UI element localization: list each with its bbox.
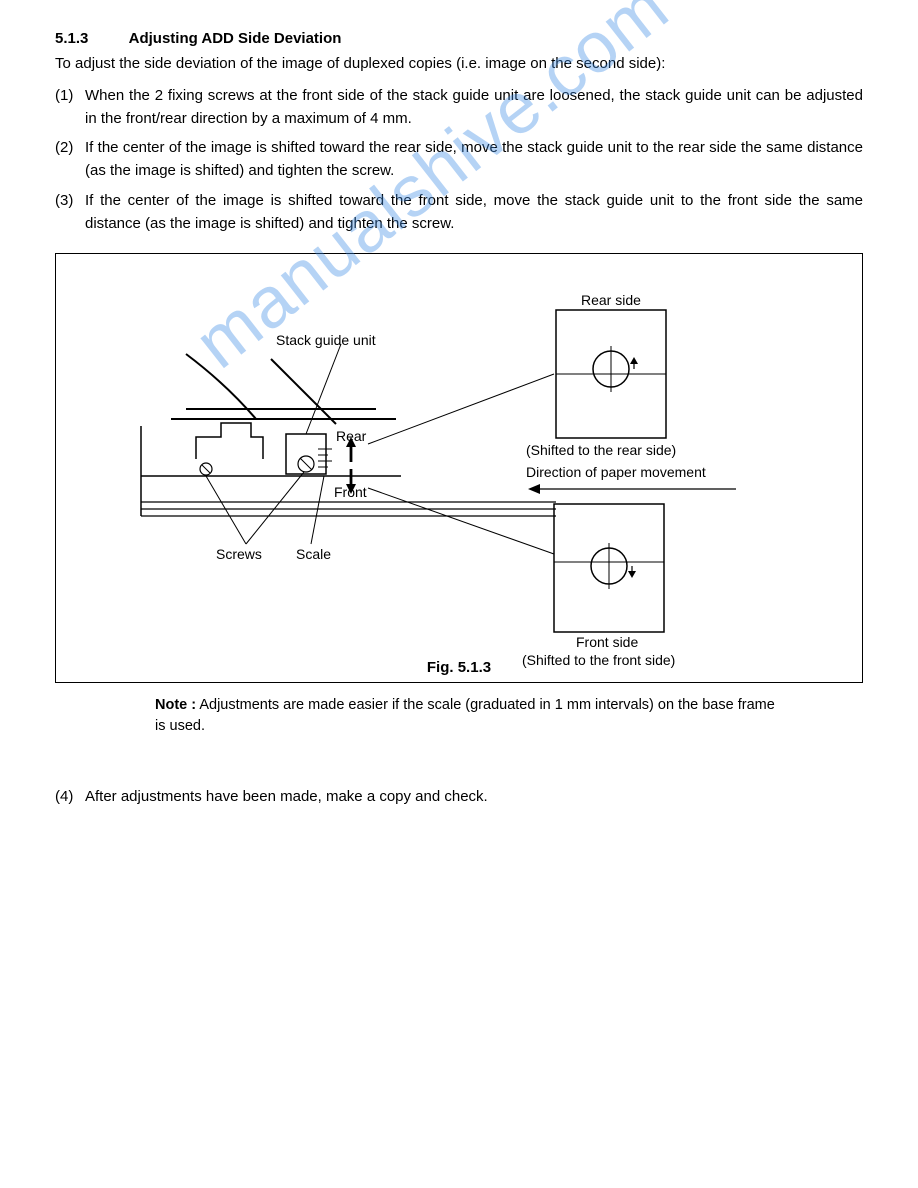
note-label: Note : — [155, 697, 196, 713]
label-scale: Scale — [296, 546, 331, 562]
list-num: (3) — [55, 189, 85, 236]
label-direction: Direction of paper movement — [526, 464, 706, 480]
note-block: Note : Adjustments are made easier if th… — [155, 695, 775, 737]
label-rear: Rear — [336, 428, 366, 444]
label-screws: Screws — [216, 546, 262, 562]
list-item-3: (3) If the center of the image is shifte… — [55, 189, 863, 236]
intro-text: To adjust the side deviation of the imag… — [55, 53, 863, 76]
list-text: After adjustments have been made, make a… — [85, 785, 863, 808]
note-text: Adjustments are made easier if the scale… — [155, 697, 775, 734]
section-title: Adjusting ADD Side Deviation — [129, 30, 342, 47]
list-item-1: (1) When the 2 fixing screws at the fron… — [55, 84, 863, 131]
figure-caption: Fig. 5.1.3 — [56, 659, 862, 676]
list-num: (1) — [55, 84, 85, 131]
section-heading: 5.1.3 Adjusting ADD Side Deviation — [55, 30, 863, 47]
list-text: If the center of the image is shifted to… — [85, 136, 863, 183]
label-front: Front — [334, 484, 367, 500]
label-rear-shifted: (Shifted to the rear side) — [526, 442, 676, 458]
list-text: When the 2 fixing screws at the front si… — [85, 84, 863, 131]
figure-svg — [56, 254, 856, 674]
list-item-4: (4) After adjustments have been made, ma… — [55, 785, 863, 808]
list-item-2: (2) If the center of the image is shifte… — [55, 136, 863, 183]
label-stack-guide-unit: Stack guide unit — [276, 332, 376, 348]
label-rear-side: Rear side — [581, 292, 641, 308]
label-front-side: Front side — [576, 634, 638, 650]
list-num: (4) — [55, 785, 85, 808]
list-num: (2) — [55, 136, 85, 183]
list-text: If the center of the image is shifted to… — [85, 189, 863, 236]
figure-box: Stack guide unit Rear Front Screws Scale… — [55, 253, 863, 683]
section-number: 5.1.3 — [55, 30, 125, 47]
